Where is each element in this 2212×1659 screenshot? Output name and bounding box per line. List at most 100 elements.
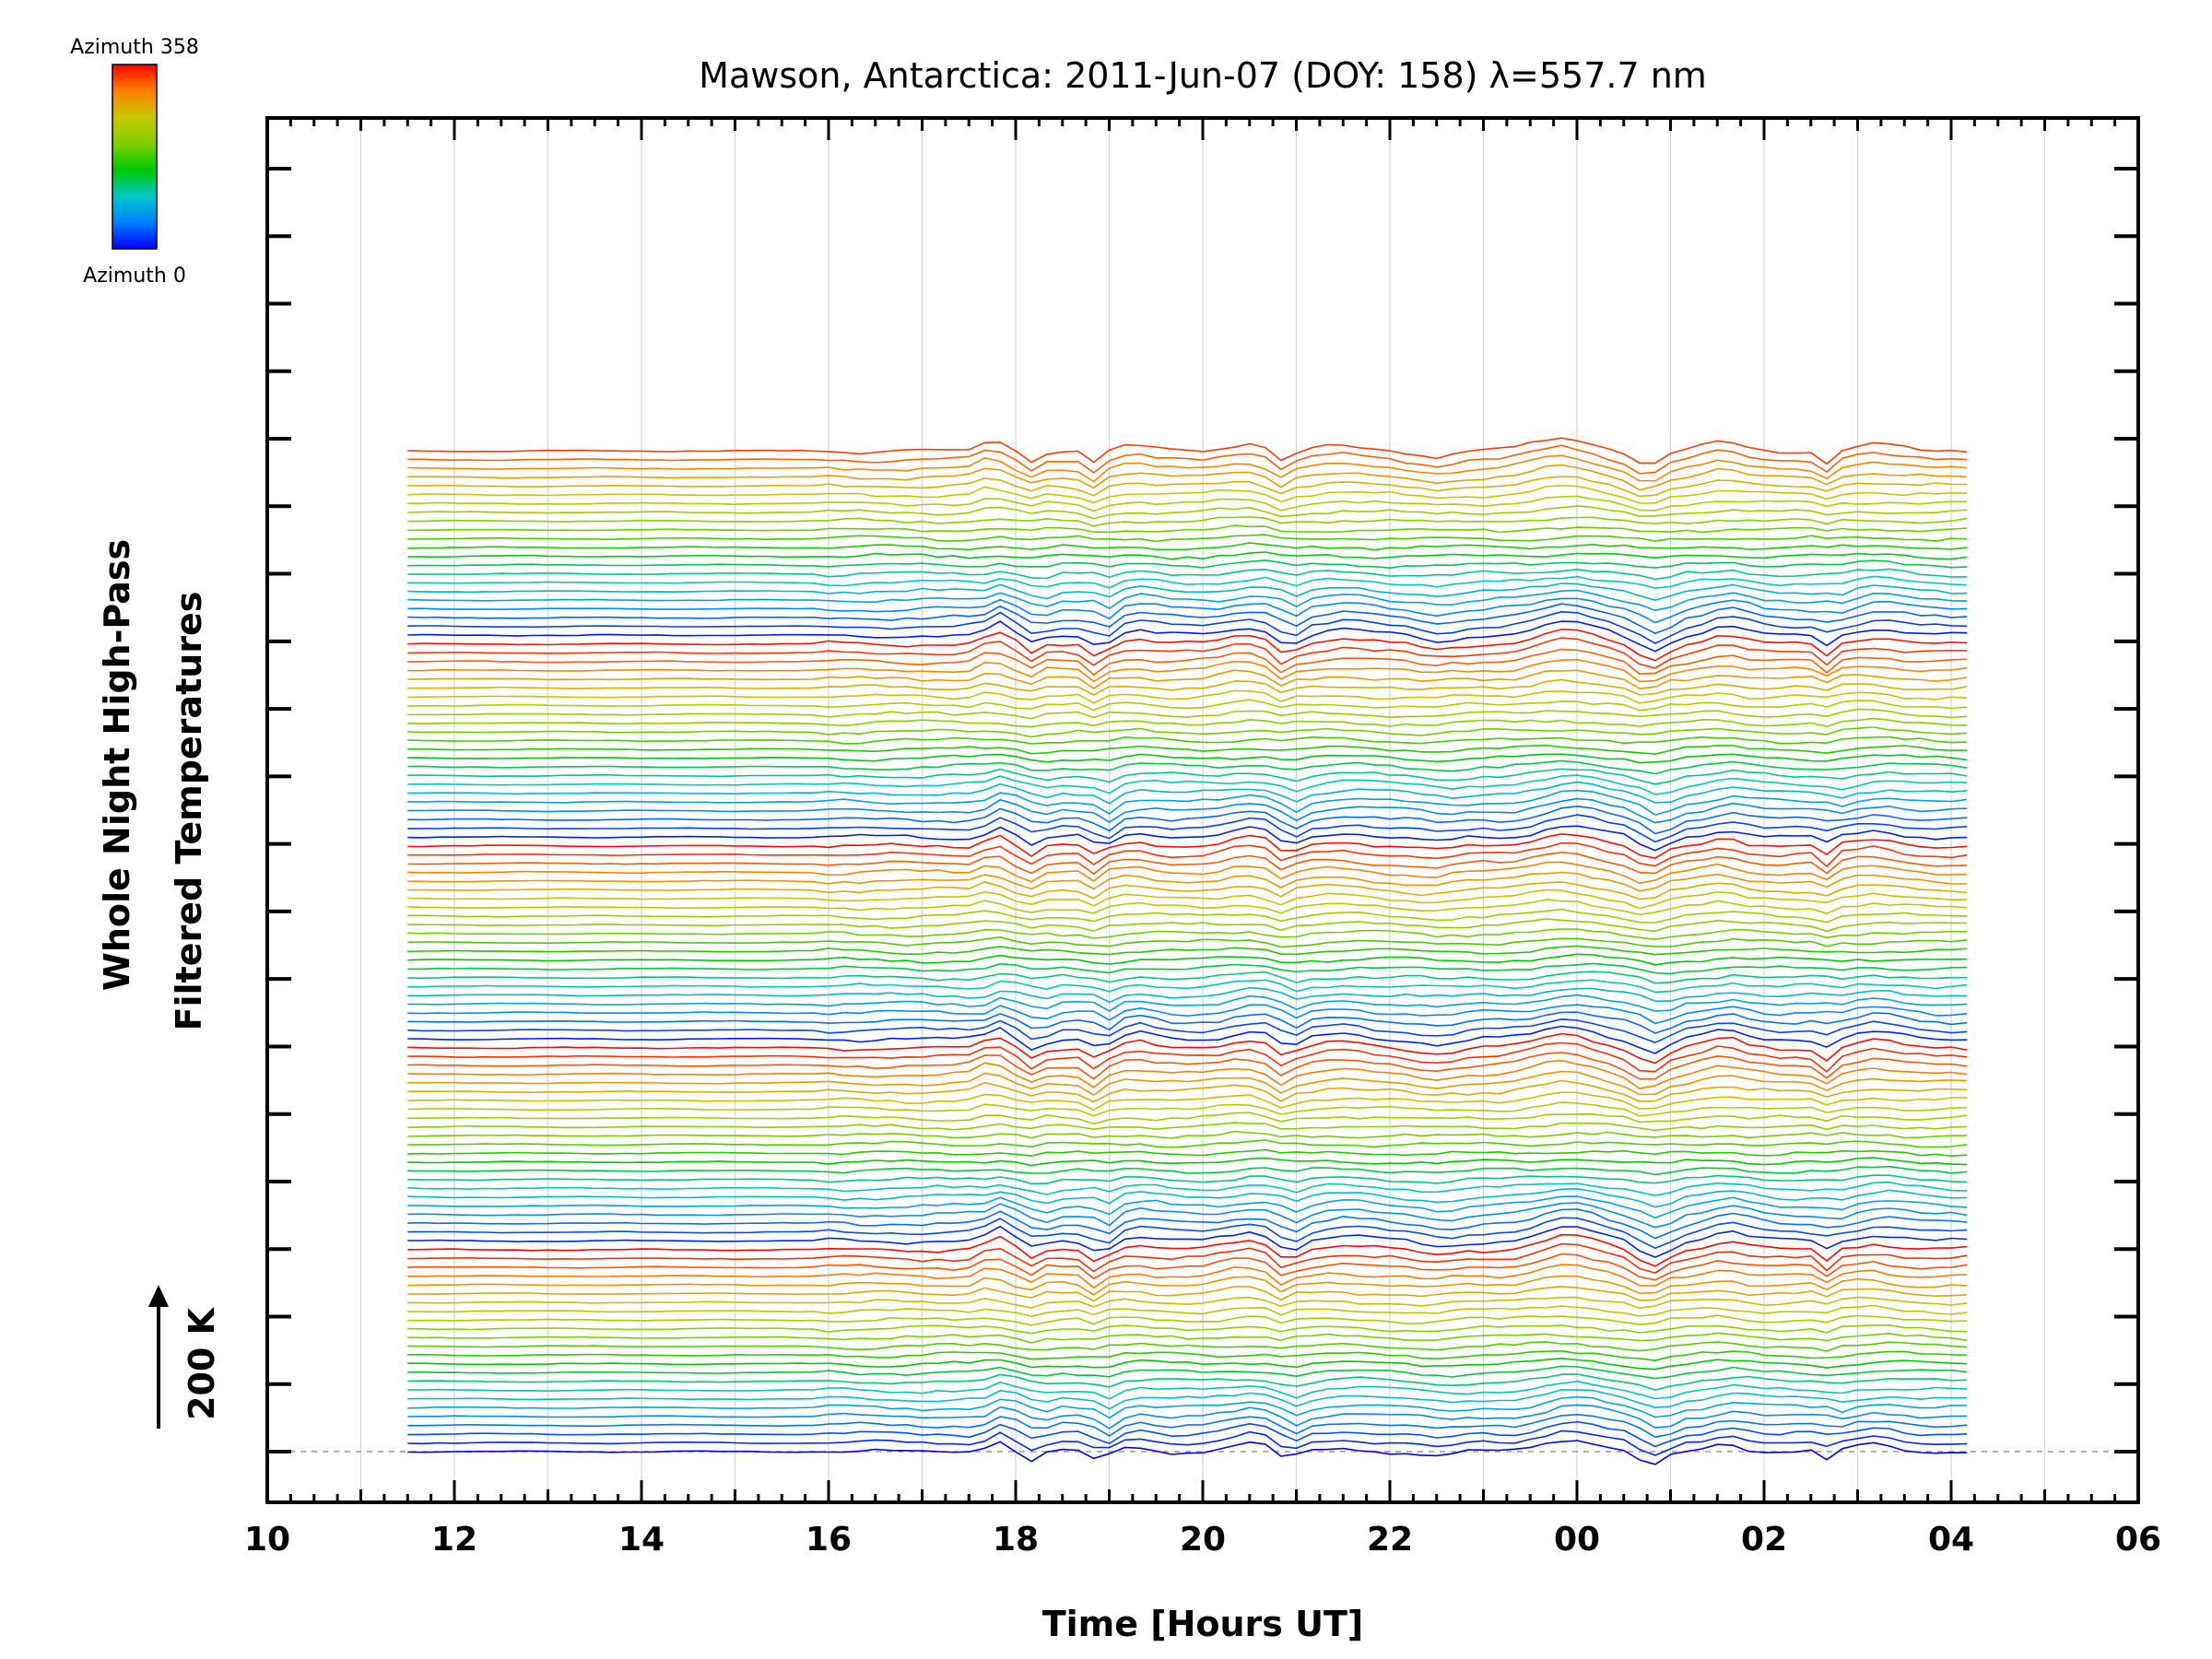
series-line bbox=[407, 789, 1968, 816]
series-line bbox=[407, 1052, 1968, 1080]
series-line bbox=[407, 505, 1968, 520]
series-line bbox=[407, 1122, 1968, 1132]
series-line bbox=[407, 888, 1968, 910]
series-line bbox=[407, 781, 1968, 805]
series-line bbox=[407, 851, 1968, 876]
x-tick-labels: 10 12 14 16 18 20 22 00 02 04 06 bbox=[244, 1521, 2161, 1559]
scale-label: 200 K bbox=[182, 1306, 222, 1420]
series-line bbox=[407, 1011, 1968, 1034]
series-line bbox=[407, 1101, 1968, 1117]
series-line bbox=[407, 1059, 1968, 1089]
series-line bbox=[407, 774, 1968, 795]
series-line bbox=[407, 979, 1968, 994]
series-line bbox=[407, 1324, 1968, 1335]
colorbar-label-min: Azimuth 0 bbox=[83, 265, 186, 288]
x-tick-label: 16 bbox=[806, 1521, 852, 1559]
series-line bbox=[407, 648, 1968, 677]
series-line bbox=[407, 1242, 1968, 1274]
series-line bbox=[407, 971, 1968, 984]
series-line bbox=[407, 797, 1968, 824]
series-line bbox=[407, 568, 1968, 581]
series-line bbox=[407, 524, 1968, 534]
series-line bbox=[407, 759, 1968, 775]
series-line bbox=[407, 534, 1968, 543]
series-line bbox=[407, 1174, 1968, 1185]
series-line bbox=[407, 476, 1968, 498]
series-line bbox=[407, 689, 1968, 704]
series-line bbox=[407, 603, 1968, 635]
axis-ticks bbox=[265, 118, 2140, 1502]
series-line bbox=[407, 575, 1968, 589]
series-line bbox=[407, 1350, 1968, 1361]
series-line bbox=[407, 726, 1968, 738]
x-tick-label: 14 bbox=[618, 1521, 665, 1559]
series-line bbox=[407, 444, 1968, 475]
series-line bbox=[407, 1157, 1968, 1167]
series-line bbox=[407, 1225, 1968, 1258]
series-line bbox=[407, 861, 1968, 885]
x-tick-label: 02 bbox=[1741, 1521, 1787, 1559]
series-line bbox=[407, 1404, 1968, 1430]
series-line bbox=[407, 1217, 1968, 1249]
y-axis-label-line1: Whole Night High-Pass bbox=[97, 539, 137, 991]
x-tick-label: 06 bbox=[2115, 1521, 2161, 1559]
y-axis-label-line2: Filtered Temperatures bbox=[169, 592, 209, 1031]
x-tick-label: 20 bbox=[1180, 1521, 1226, 1559]
series-line bbox=[407, 833, 1968, 860]
series-line bbox=[407, 484, 1968, 504]
series-line bbox=[407, 1091, 1968, 1112]
series-line bbox=[407, 1070, 1968, 1096]
series-line bbox=[407, 610, 1968, 644]
x-tick-label: 00 bbox=[1554, 1521, 1600, 1559]
series-line bbox=[407, 1181, 1968, 1196]
series-line bbox=[407, 899, 1968, 916]
series-line bbox=[407, 1041, 1968, 1073]
colorbar-label-max: Azimuth 358 bbox=[70, 36, 199, 59]
series-line bbox=[407, 1420, 1968, 1448]
series-line bbox=[407, 669, 1968, 690]
series-line bbox=[407, 871, 1968, 892]
series-line bbox=[407, 1389, 1968, 1410]
series-line bbox=[407, 1188, 1968, 1208]
series-line bbox=[407, 1112, 1968, 1125]
series-line bbox=[407, 1358, 1968, 1371]
series-line bbox=[407, 582, 1968, 602]
series-line bbox=[407, 768, 1968, 785]
series-line bbox=[407, 953, 1968, 966]
series-line bbox=[407, 1032, 1968, 1065]
series-line bbox=[407, 814, 1968, 843]
series-line bbox=[407, 1004, 1968, 1025]
x-tick-label: 18 bbox=[993, 1521, 1039, 1559]
series-line bbox=[407, 464, 1968, 491]
series-line bbox=[407, 1079, 1968, 1103]
series-line bbox=[407, 1430, 1968, 1456]
series-line bbox=[407, 1264, 1968, 1288]
series-line bbox=[407, 1365, 1968, 1380]
series-line bbox=[407, 1286, 1968, 1302]
series-line bbox=[407, 1341, 1968, 1352]
series-line bbox=[407, 1165, 1968, 1176]
series-line bbox=[407, 805, 1968, 835]
series-line bbox=[407, 1275, 1968, 1296]
series-line bbox=[407, 495, 1968, 512]
x-tick-label: 10 bbox=[244, 1521, 290, 1559]
series-line bbox=[407, 1139, 1968, 1148]
series-line bbox=[407, 1440, 1968, 1465]
series-line bbox=[407, 880, 1968, 900]
x-tick-label: 12 bbox=[431, 1521, 477, 1559]
series-line bbox=[407, 678, 1968, 696]
series-line bbox=[407, 1414, 1968, 1439]
series-line bbox=[407, 1195, 1968, 1219]
series-line bbox=[407, 717, 1968, 728]
series-line bbox=[407, 620, 1968, 653]
series-line bbox=[407, 658, 1968, 683]
x-axis-label: Time [Hours UT] bbox=[1042, 1604, 1364, 1644]
series-line bbox=[407, 935, 1968, 948]
colorbar bbox=[112, 64, 158, 250]
series-line bbox=[407, 1202, 1968, 1229]
series-line bbox=[407, 589, 1968, 612]
series-line bbox=[407, 597, 1968, 624]
series-line bbox=[407, 1018, 1968, 1043]
series-line bbox=[407, 454, 1968, 483]
